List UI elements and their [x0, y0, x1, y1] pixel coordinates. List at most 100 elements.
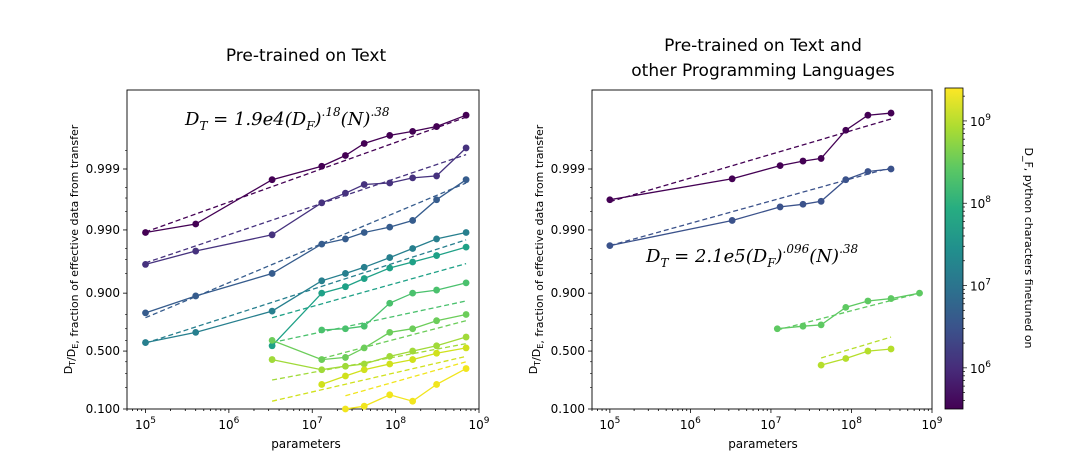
y-tick-label: 0.900	[551, 286, 585, 300]
data-point	[462, 279, 470, 287]
data-point	[409, 258, 417, 266]
x-tick-label: 109	[468, 416, 489, 432]
data-point	[916, 289, 923, 297]
data-point	[268, 176, 276, 184]
data-point	[776, 162, 784, 170]
data-point	[409, 347, 417, 355]
data-point	[386, 223, 394, 231]
colorbar: 106 107 108 109 D_F, python characters fine…	[944, 87, 1035, 410]
data-point	[606, 196, 614, 204]
data-point	[817, 361, 825, 369]
data-point	[462, 176, 470, 184]
fit-line	[145, 154, 467, 264]
data-point	[433, 196, 440, 204]
x-tick-label: 105	[599, 416, 620, 432]
data-point	[386, 352, 394, 360]
fit-line	[271, 343, 467, 381]
data-point	[842, 303, 850, 311]
data-point	[386, 179, 394, 187]
right-axes: 105 106 107 108 109 0.100 0.500 0.900 0.990 0.999…	[527, 89, 943, 432]
data-point	[433, 286, 440, 294]
data-point	[268, 307, 276, 315]
data-point	[360, 263, 368, 271]
series-8	[271, 344, 470, 402]
data-point	[268, 356, 276, 363]
data-point	[433, 349, 440, 357]
y-axis-label: DT/DE, fraction of effective data from t…	[527, 124, 546, 374]
fit-line	[271, 263, 467, 319]
data-point	[409, 174, 417, 182]
data-point	[773, 325, 781, 333]
data-point	[360, 181, 368, 188]
data-point	[318, 199, 326, 207]
data-line	[609, 112, 892, 201]
colorbar-tick-label: 107	[970, 278, 991, 294]
data-point	[409, 217, 417, 224]
data-point	[268, 336, 276, 344]
y-tick-label: 0.900	[86, 286, 120, 300]
data-point	[799, 157, 807, 165]
data-line	[820, 348, 892, 366]
data-point	[817, 197, 825, 205]
data-point	[318, 356, 326, 363]
y-tick-label: 0.990	[86, 223, 120, 237]
colorbar-label: D_F, python characters finetuned on	[1022, 147, 1035, 348]
data-point	[318, 381, 326, 388]
data-point	[462, 229, 470, 236]
data-line	[271, 246, 467, 347]
data-point	[318, 277, 326, 285]
data-point	[142, 229, 149, 236]
fit-line	[321, 320, 467, 360]
x-tick-label: 107	[302, 416, 323, 432]
y-tick-label: 0.999	[86, 162, 120, 176]
series-6	[268, 311, 470, 363]
data-point	[142, 309, 149, 317]
data-point	[192, 329, 200, 336]
fit-line	[345, 361, 467, 397]
data-point	[887, 295, 895, 302]
data-point	[192, 247, 200, 255]
data-line	[271, 336, 467, 371]
data-line	[145, 231, 467, 344]
data-point	[728, 175, 736, 183]
data-point	[817, 321, 825, 329]
right-panel: Pre-trained on Text and other Programmin…	[527, 36, 943, 451]
data-line	[271, 313, 467, 361]
data-point	[799, 322, 807, 330]
data-point	[842, 126, 850, 134]
data-point	[386, 299, 394, 307]
plot-frame	[126, 89, 480, 410]
data-line	[321, 282, 467, 331]
series-0	[606, 109, 895, 204]
data-point	[342, 189, 349, 197]
fit-line	[145, 116, 467, 233]
data-point	[386, 264, 394, 272]
x-tick-label: 108	[841, 416, 862, 432]
y-tick-label: 0.999	[551, 162, 585, 176]
data-point	[268, 342, 276, 350]
data-point	[864, 347, 872, 355]
colorbar-tick-label: 109	[970, 113, 991, 129]
data-point	[606, 242, 614, 250]
data-point	[433, 317, 440, 325]
fit-line	[271, 355, 467, 402]
fit-line	[777, 292, 920, 331]
data-point	[360, 275, 368, 282]
data-point	[342, 405, 349, 413]
data-line	[145, 179, 467, 314]
data-point	[342, 283, 349, 291]
data-point	[342, 235, 349, 243]
series-2	[142, 176, 470, 319]
data-point	[799, 200, 807, 208]
data-point	[409, 397, 417, 405]
data-point	[817, 155, 825, 162]
plot-frame	[591, 89, 933, 410]
data-point	[887, 345, 895, 353]
data-point	[462, 365, 470, 372]
data-point	[360, 344, 368, 352]
data-point	[462, 344, 470, 352]
data-point	[342, 354, 349, 361]
data-point	[409, 289, 417, 297]
left-equation: DT = 1.9e4(DF).18(N).38	[184, 105, 390, 133]
data-point	[386, 329, 394, 336]
